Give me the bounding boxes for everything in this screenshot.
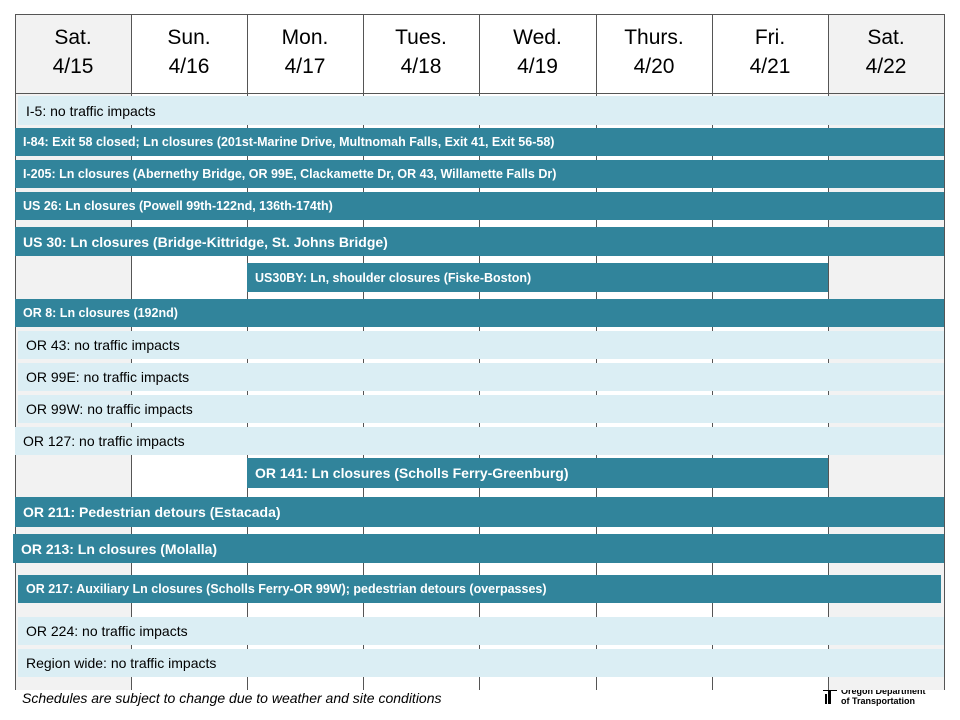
impact-bar: OR 217: Auxiliary Ln closures (Scholls F… — [18, 575, 941, 603]
logo-line: of Transportation — [841, 696, 915, 706]
day-header: Wed. 4/19 — [479, 14, 596, 94]
day-header: Fri. 4/21 — [712, 14, 828, 94]
impact-bar: US 26: Ln closures (Powell 99th-122nd, 1… — [15, 192, 944, 220]
impact-bar: OR 224: no traffic impacts — [18, 617, 944, 645]
day-day: Fri. — [754, 26, 786, 49]
logo-line: Oregon Department — [841, 686, 926, 696]
impact-bar: US30BY: Ln, shoulder closures (Fiske-Bos… — [247, 263, 828, 292]
impact-bar: I-84: Exit 58 closed; Ln closures (201st… — [15, 128, 944, 156]
footer-note: Schedules are subject to change due to w… — [22, 690, 442, 706]
day-date: 4/15 — [52, 55, 94, 78]
impact-bar: OR 141: Ln closures (Scholls Ferry-Green… — [247, 458, 828, 488]
day-day: Tues. — [395, 26, 447, 49]
day-date: 4/18 — [400, 55, 442, 78]
impact-bar: OR 43: no traffic impacts — [18, 331, 944, 359]
day-date: 4/20 — [633, 55, 675, 78]
day-day: Sun. — [167, 26, 211, 49]
day-date: 4/19 — [517, 55, 558, 78]
logo-mark — [823, 688, 837, 704]
day-header: Sat. 4/22 — [828, 14, 944, 94]
impact-bar: US 30: Ln closures (Bridge-Kittridge, St… — [15, 227, 944, 256]
impact-bar: I-205: Ln closures (Abernethy Bridge, OR… — [15, 160, 944, 188]
day-header: Tues. 4/18 — [363, 14, 479, 94]
day-header: Sun. 4/16 — [131, 14, 247, 94]
impact-bar: OR 99W: no traffic impacts — [18, 395, 944, 423]
day-date: 4/22 — [865, 55, 907, 78]
day-header: Sat. 4/15 — [15, 14, 131, 94]
impact-bar: Region wide: no traffic impacts — [18, 649, 944, 677]
day-day: Wed. — [513, 26, 562, 49]
impact-bar: I-5: no traffic impacts — [18, 96, 944, 125]
logo: Oregon Department of Transportation — [822, 686, 926, 706]
day-day: Sat. — [867, 26, 905, 49]
day-date: 4/16 — [168, 55, 210, 78]
day-day: Sat. — [54, 26, 92, 49]
day-header: Mon. 4/17 — [247, 14, 363, 94]
impact-bar: OR 8: Ln closures (192nd) — [15, 299, 944, 327]
day-date: 4/17 — [284, 55, 326, 78]
impact-bar: OR 127: no traffic impacts — [15, 427, 944, 455]
day-day: Thurs. — [624, 26, 684, 49]
impact-bar: OR 211: Pedestrian detours (Estacada) — [15, 497, 944, 527]
day-date: 4/21 — [749, 55, 791, 78]
impact-bar: OR 213: Ln closures (Molalla) — [13, 534, 944, 563]
day-header: Thurs. 4/20 — [596, 14, 712, 94]
day-day: Mon. — [281, 26, 329, 49]
impact-bar: OR 99E: no traffic impacts — [18, 363, 944, 391]
